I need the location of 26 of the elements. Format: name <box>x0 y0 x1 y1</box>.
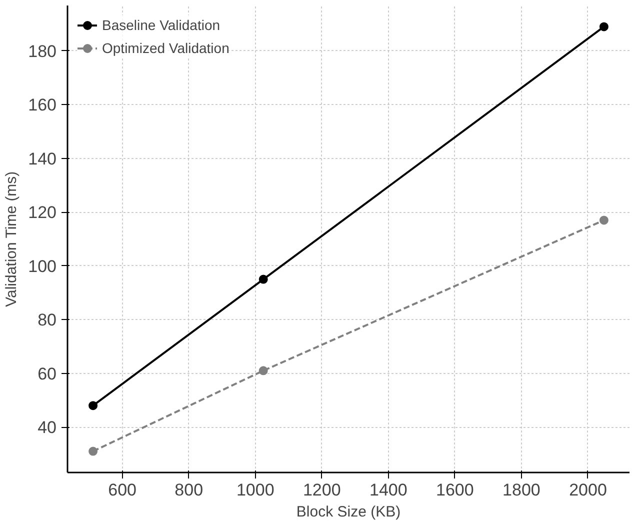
y-axis-title: Validation Time (ms) <box>3 171 20 307</box>
point <box>88 401 98 410</box>
x-tick-label: 1400 <box>370 480 408 500</box>
point <box>88 446 98 456</box>
x-tick-label: 1800 <box>502 480 540 500</box>
x-tick-label: 2000 <box>569 480 607 500</box>
x-tick-label: 1200 <box>302 480 341 500</box>
y-tick-label: 60 <box>38 364 57 384</box>
x-axis-title: Block Size (KB) <box>296 504 401 520</box>
point <box>599 216 608 225</box>
y-tick-label: 80 <box>38 310 57 330</box>
point <box>258 274 268 284</box>
x-tick-label: 800 <box>174 480 204 500</box>
y-tick-label: 100 <box>28 256 57 276</box>
y-tick-label: 40 <box>38 418 57 438</box>
y-tick-label: 160 <box>28 96 57 115</box>
legend-label: Optimized Validation <box>102 40 230 56</box>
point <box>599 22 608 32</box>
point <box>258 366 268 376</box>
x-tick-label: 600 <box>108 480 137 500</box>
y-tick-label: 180 <box>28 42 57 61</box>
y-tick-label: 140 <box>28 149 57 168</box>
x-tick-label: 1600 <box>436 480 474 500</box>
x-tick-label: 1000 <box>236 480 274 500</box>
y-tick-label: 120 <box>28 203 57 222</box>
legend-label: Baseline Validation <box>102 17 220 33</box>
